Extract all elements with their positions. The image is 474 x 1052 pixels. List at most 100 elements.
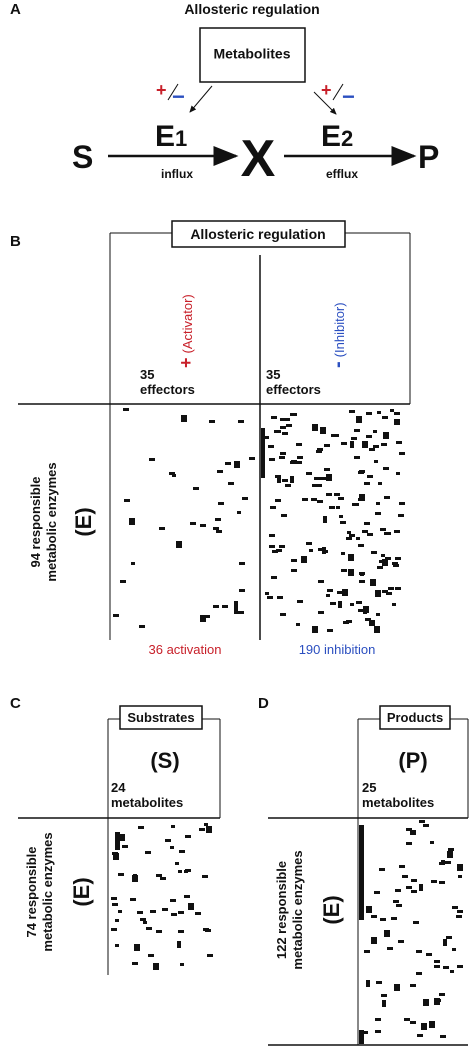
interaction: [318, 548, 324, 551]
interaction: [111, 897, 117, 900]
interaction: [410, 984, 416, 987]
interaction: [267, 596, 273, 599]
interaction: [396, 472, 400, 475]
interaction: [280, 613, 286, 616]
interaction: [411, 890, 417, 893]
interaction: [369, 620, 375, 623]
interaction: [326, 474, 332, 481]
interaction: [426, 953, 432, 956]
box-label: Metabolites: [213, 46, 290, 62]
interaction: [171, 913, 177, 916]
interaction: [448, 848, 454, 851]
interaction: [238, 611, 244, 614]
interaction: [122, 845, 128, 848]
interaction: [350, 441, 354, 448]
interaction: [394, 984, 400, 991]
influx: influx: [161, 167, 193, 181]
interaction: [234, 461, 240, 468]
interaction: [314, 477, 320, 480]
interaction: [341, 569, 347, 572]
interaction: [374, 891, 380, 894]
header-box: [379, 705, 451, 730]
interaction: [269, 545, 275, 548]
interaction: [265, 592, 269, 595]
substrate: S: [72, 139, 93, 175]
rows-symbol: (E): [71, 507, 96, 536]
interaction: [112, 903, 118, 906]
interaction: [366, 412, 372, 415]
interaction: [359, 494, 365, 501]
interaction: [327, 589, 333, 592]
unit: metabolites: [111, 795, 183, 810]
interaction: [392, 603, 396, 606]
panel-letter: D: [258, 695, 269, 712]
interaction: [311, 498, 317, 501]
inhibition: 190 inhibition: [299, 642, 376, 657]
box: [199, 27, 306, 83]
interaction: [375, 512, 381, 515]
interaction: [301, 556, 307, 563]
enzyme: E2: [321, 120, 353, 153]
interaction: [162, 908, 168, 911]
rows-symbol: (E): [319, 895, 344, 924]
interaction: [275, 499, 281, 502]
interaction: [395, 557, 401, 560]
interaction: [234, 607, 238, 614]
interaction: [395, 587, 401, 590]
plus: +: [321, 80, 332, 100]
header-box: [119, 705, 203, 730]
interaction: [130, 898, 136, 901]
interaction: [302, 498, 308, 501]
plus: +: [156, 80, 167, 100]
interaction: [277, 596, 283, 599]
interaction: [379, 560, 385, 563]
interaction: [371, 915, 377, 918]
interaction: [416, 972, 422, 975]
interaction: [413, 921, 419, 924]
interaction: [323, 516, 327, 523]
interaction: [359, 470, 365, 473]
interaction: [398, 514, 404, 517]
unit: metabolites: [362, 795, 434, 810]
minus: −: [342, 84, 355, 109]
interaction: [320, 427, 326, 434]
interaction: [445, 861, 451, 864]
interaction: [434, 960, 440, 963]
interaction: [239, 562, 245, 565]
interaction: [375, 1030, 381, 1033]
interaction: [338, 601, 342, 608]
interaction: [394, 412, 400, 415]
arrow: [189, 85, 213, 113]
interaction: [170, 846, 174, 849]
interaction: [269, 458, 275, 461]
interaction: [316, 484, 322, 487]
interaction: [207, 954, 213, 957]
interaction: [204, 823, 208, 826]
interaction: [342, 589, 348, 596]
interaction: [200, 524, 206, 527]
interaction: [441, 860, 445, 863]
interaction: [156, 874, 162, 877]
symbol: (S): [150, 748, 179, 773]
interaction: [275, 430, 281, 433]
interaction: [279, 456, 285, 459]
interaction: [381, 554, 385, 557]
interaction: [392, 562, 398, 565]
unit: effectors: [266, 382, 321, 397]
enzyme: E1: [155, 120, 187, 153]
interaction: [417, 1034, 423, 1037]
interaction: [190, 522, 196, 525]
rows-line: metabolic enzymes: [44, 462, 59, 581]
interaction: [406, 886, 412, 889]
interaction: [296, 623, 300, 626]
arrow: [313, 91, 337, 115]
interaction: [290, 461, 296, 464]
interaction: [284, 418, 290, 421]
interaction: [327, 629, 333, 632]
header: Products: [387, 710, 443, 725]
interaction: [215, 518, 221, 521]
interaction: [193, 487, 199, 490]
interaction: [263, 436, 269, 439]
count: 24: [111, 780, 126, 795]
count: 25: [362, 780, 376, 795]
